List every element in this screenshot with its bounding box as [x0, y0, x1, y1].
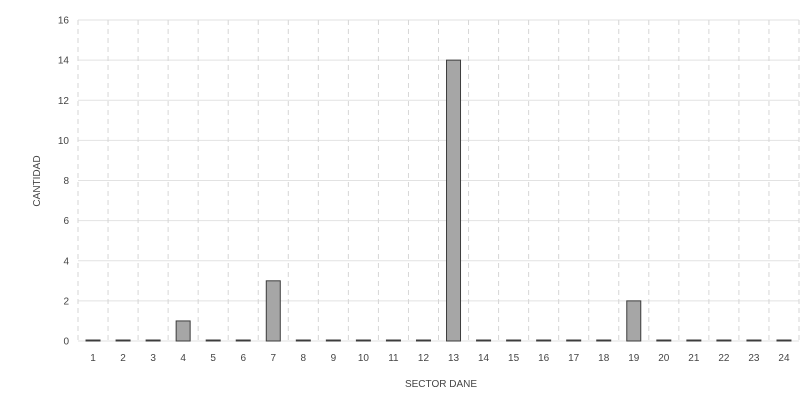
x-tick-label: 17 [568, 353, 580, 364]
x-tick-label: 24 [778, 353, 790, 364]
x-tick-label: 3 [150, 353, 156, 364]
x-axis-title: SECTOR DANE [405, 379, 477, 390]
y-tick-labels: 0 2 4 6 8 10 12 14 16 [58, 16, 70, 348]
bar-sector-18 [596, 339, 612, 342]
y-tick-label: 8 [63, 176, 69, 187]
x-tick-label: 11 [388, 353, 399, 364]
bar-sector-4 [175, 320, 191, 342]
x-tick-label: 12 [418, 353, 430, 364]
x-tick-label: 5 [210, 353, 216, 364]
y-tick-label: 16 [58, 16, 70, 27]
x-tick-label: 9 [331, 353, 337, 364]
bars [85, 59, 792, 342]
x-tick-label: 15 [508, 353, 520, 364]
bar-sector-23 [746, 339, 762, 342]
y-axis-title: CANTIDAD [32, 155, 43, 206]
x-tick-label: 7 [270, 353, 276, 364]
bar-sector-8 [295, 339, 311, 342]
x-tick-label: 4 [180, 353, 186, 364]
x-tick-label: 13 [448, 353, 460, 364]
bar-sector-16 [536, 339, 552, 342]
x-tick-label: 16 [538, 353, 550, 364]
x-tick-label: 6 [240, 353, 246, 364]
y-tick-label: 2 [63, 296, 69, 307]
bar-sector-15 [506, 339, 522, 342]
bar-sector-21 [686, 339, 702, 342]
bar-sector-2 [115, 339, 131, 342]
x-tick-label: 2 [120, 353, 126, 364]
x-tick-label: 21 [688, 353, 700, 364]
bar-sector-7 [265, 280, 281, 342]
bar-sector-14 [476, 339, 492, 342]
x-tick-label: 10 [358, 353, 370, 364]
y-tick-label: 0 [63, 337, 69, 348]
x-tick-labels: 1 2 3 4 5 6 7 8 9 10 11 12 13 14 15 16 17 18 19 20 21 22 23 24 [90, 353, 790, 364]
x-tick-label: 19 [628, 353, 640, 364]
bar-sector-12 [415, 339, 431, 342]
bar-sector-9 [325, 339, 341, 342]
y-tick-label: 10 [58, 136, 70, 147]
bar-sector-24 [776, 339, 792, 342]
bar-sector-17 [566, 339, 582, 342]
y-tick-label: 12 [58, 96, 70, 107]
bar-sector-19 [626, 300, 642, 342]
bar-sector-20 [656, 339, 672, 342]
bar-sector-1 [85, 339, 101, 342]
x-tick-label: 8 [301, 353, 307, 364]
x-tick-label: 23 [748, 353, 760, 364]
y-tick-label: 6 [63, 216, 69, 227]
x-tick-label: 14 [478, 353, 490, 364]
x-tick-label: 18 [598, 353, 610, 364]
grid-lines [77, 19, 800, 342]
x-tick-label: 1 [90, 353, 96, 364]
y-tick-label: 4 [63, 256, 69, 267]
x-tick-label: 22 [718, 353, 730, 364]
bar-sector-5 [205, 339, 221, 342]
bar-sector-22 [716, 339, 732, 342]
bar-sector-6 [235, 339, 251, 342]
bar-sector-11 [385, 339, 401, 342]
bar-sector-13 [446, 59, 462, 342]
x-tick-label: 20 [658, 353, 670, 364]
bar-sector-3 [145, 339, 161, 342]
y-tick-label: 14 [58, 56, 70, 67]
bar-sector-10 [355, 339, 371, 342]
